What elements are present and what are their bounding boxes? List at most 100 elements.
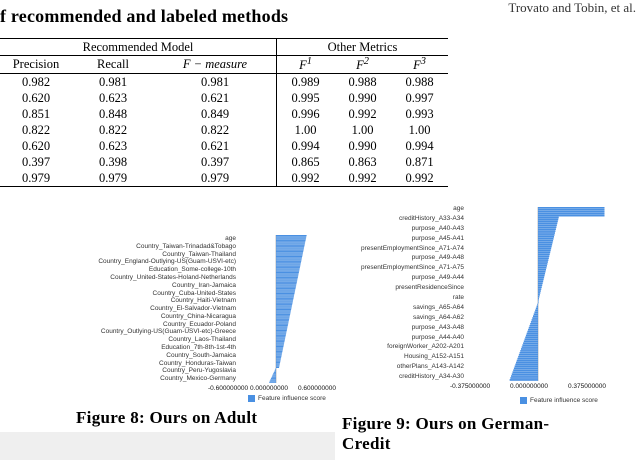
influence-bar (538, 297, 539, 300)
influence-bar (538, 259, 549, 261)
influence-bar (276, 304, 293, 306)
influence-bar (538, 251, 551, 254)
influence-bar (276, 237, 307, 239)
influence-bar (529, 324, 538, 327)
influence-bar (276, 267, 300, 269)
influence-bar (535, 307, 538, 310)
figure-9-plot (509, 207, 605, 381)
influence-bar (538, 282, 543, 285)
influence-bar (520, 350, 538, 352)
feature-label: Country_South-Jamaica (166, 351, 236, 359)
table-cell: 0.620 (21, 90, 51, 105)
influence-bar (276, 320, 289, 322)
influence-bar (276, 300, 293, 302)
influence-bar (538, 272, 546, 275)
feature-label: Education_7th-8th-1st-4th (161, 344, 236, 352)
influence-bar (511, 373, 538, 375)
influence-bar (271, 376, 276, 378)
influence-bar (276, 323, 289, 325)
influence-bar (276, 242, 306, 244)
influence-bar (538, 261, 548, 263)
influence-bar (276, 306, 292, 308)
group-header-recommended: Recommended Model (0, 38, 277, 56)
influence-bar (521, 346, 538, 348)
table-cell: 0.992 (348, 106, 377, 121)
col-f2: F2 (356, 56, 369, 73)
influence-bar (276, 358, 281, 360)
table-cell: 0.849 (200, 106, 230, 121)
feature-label: Housing_A152-A151 (404, 353, 464, 361)
influence-bar (276, 278, 298, 280)
influence-bar (276, 274, 299, 276)
feature-label: Country_Peru-Yugoslavia (162, 367, 236, 375)
influence-bar (538, 249, 551, 252)
influence-bar (516, 359, 538, 362)
influence-bar (276, 260, 302, 262)
influence-bar (276, 270, 300, 272)
influence-bar (276, 329, 287, 331)
influence-bar (517, 357, 538, 360)
figure-8-caption: Figure 8: Ours on Adult (76, 408, 258, 427)
influence-bar (538, 218, 559, 221)
influence-bar (537, 301, 539, 304)
influence-bar (276, 249, 304, 251)
influence-bar (276, 315, 290, 317)
table-cell: 0.979 (200, 170, 230, 185)
influence-bar (509, 379, 538, 381)
table-cell: 1.00 (276, 122, 334, 139)
feature-label: purpose_A43-A48 (411, 323, 464, 331)
feature-label: Country_Honduras-Taiwan (159, 359, 236, 367)
influence-bar (538, 280, 544, 283)
feature-label: purpose_A45-A41 (411, 234, 464, 242)
influence-bar (538, 222, 558, 225)
influence-bar (276, 248, 304, 250)
influence-bar (538, 253, 550, 256)
influence-bar (270, 379, 276, 381)
feature-label: creditHistory_A33-A34 (398, 214, 464, 222)
influence-bar (538, 243, 553, 246)
influence-bar (538, 239, 554, 242)
influence-bar (273, 371, 276, 373)
feature-label: Country_Mexico-Germany (160, 375, 236, 383)
table-row: 0.620 0.623 0.621 0.994 0.990 0.994 (0, 138, 448, 155)
influence-bar (538, 284, 543, 287)
influence-bar (538, 290, 541, 292)
influence-bar (538, 212, 605, 215)
feature-label: purpose_A49-A48 (411, 254, 464, 262)
influence-bar (538, 263, 548, 265)
feature-label: presentEmploymentSince_A71-A75 (361, 264, 464, 272)
table-row: 0.979 0.979 0.979 0.992 0.992 0.992 (0, 170, 448, 187)
influence-bar (512, 371, 538, 374)
influence-bar (511, 375, 538, 377)
influence-bar (533, 315, 538, 317)
influence-bar (538, 210, 605, 213)
influence-bar (276, 365, 280, 367)
influence-bar (538, 255, 550, 258)
influence-bar (532, 317, 538, 319)
influence-bar (276, 280, 298, 282)
influence-bar (276, 322, 289, 324)
influence-bar (276, 332, 287, 334)
influence-bar (538, 208, 605, 211)
feature-label: Country_Outlying-US(Guam-USVI-etc)-Greec… (100, 328, 236, 336)
influence-bar (276, 346, 284, 348)
feature-label: Country_Laos-Thailand (168, 336, 236, 344)
feature-label: Country_Taiwan-Thailand (162, 250, 236, 258)
influence-bar (276, 254, 303, 256)
influence-bar (276, 265, 301, 267)
influence-bar (516, 361, 538, 364)
influence-bar (528, 328, 538, 331)
figure-8-plot (269, 235, 307, 383)
influence-bar (276, 305, 292, 307)
influence-bar (276, 296, 294, 298)
influence-bar (276, 263, 301, 265)
influence-bar (276, 295, 294, 297)
influence-bar (275, 368, 277, 370)
table-cell: 0.863 (348, 154, 377, 169)
table-cell: 0.623 (98, 138, 128, 153)
table-cell: 0.851 (21, 106, 51, 121)
fig9-tick-min: -0.375000000 (450, 383, 491, 390)
running-header: Trovato and Tobin, et al. (508, 0, 636, 15)
influence-bar (538, 299, 539, 302)
influence-bar (538, 286, 542, 288)
